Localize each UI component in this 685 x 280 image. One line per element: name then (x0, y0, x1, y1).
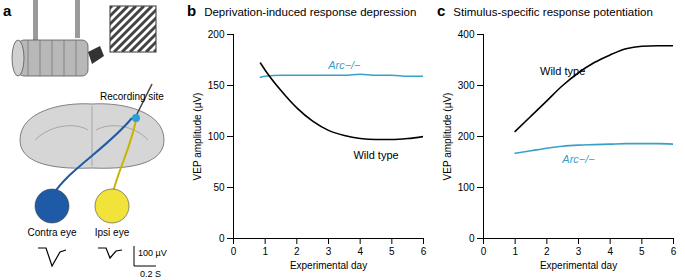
svg-text:Ipsi eye: Ipsi eye (95, 227, 130, 238)
svg-text:0: 0 (219, 233, 225, 244)
svg-text:200: 200 (208, 29, 225, 40)
svg-text:2: 2 (544, 246, 550, 257)
svg-text:50: 50 (213, 182, 225, 193)
svg-text:200: 200 (458, 131, 475, 142)
svg-text:a: a (3, 2, 12, 19)
svg-text:5: 5 (639, 246, 645, 257)
svg-text:0: 0 (481, 246, 487, 257)
svg-text:Experimental day: Experimental day (540, 260, 617, 271)
svg-text:0.2 S: 0.2 S (140, 269, 161, 279)
svg-text:4: 4 (357, 246, 363, 257)
svg-text:3: 3 (326, 246, 332, 257)
svg-text:Experimental day: Experimental day (290, 260, 367, 271)
svg-text:2: 2 (294, 246, 300, 257)
html-text:Stimulus-specific response pot: Stimulus-specific response potentiation (453, 6, 653, 18)
html-text:c: c (437, 2, 446, 19)
svg-text:3: 3 (576, 246, 582, 257)
svg-text:400: 400 (458, 29, 475, 40)
html-text:Deprivation-induced response d: Deprivation-induced response depression (204, 6, 417, 18)
svg-text:Wild type: Wild type (353, 149, 398, 161)
svg-text:1: 1 (512, 246, 518, 257)
svg-text:Arc−/−: Arc−/− (561, 153, 595, 165)
svg-text:5: 5 (389, 246, 395, 257)
svg-text:0: 0 (469, 233, 475, 244)
svg-text:4: 4 (607, 246, 613, 257)
svg-text:Wild type: Wild type (540, 65, 585, 77)
svg-text:100 µV: 100 µV (138, 248, 167, 258)
svg-text:1: 1 (262, 246, 268, 257)
svg-text:Recording site: Recording site (100, 91, 164, 102)
svg-text:150: 150 (208, 80, 225, 91)
svg-text:VEP amplitude (µV): VEP amplitude (µV) (192, 93, 203, 181)
svg-text:Arc−/−: Arc−/− (327, 59, 361, 71)
svg-text:100: 100 (458, 182, 475, 193)
svg-text:VEP amplitude (µV): VEP amplitude (µV) (442, 93, 453, 181)
svg-text:6: 6 (421, 246, 427, 257)
html-text:b: b (187, 2, 197, 19)
svg-text:6: 6 (671, 246, 677, 257)
svg-text:Contra eye: Contra eye (28, 227, 77, 238)
svg-text:300: 300 (458, 80, 475, 91)
svg-text:0: 0 (231, 246, 237, 257)
svg-text:100: 100 (208, 131, 225, 142)
